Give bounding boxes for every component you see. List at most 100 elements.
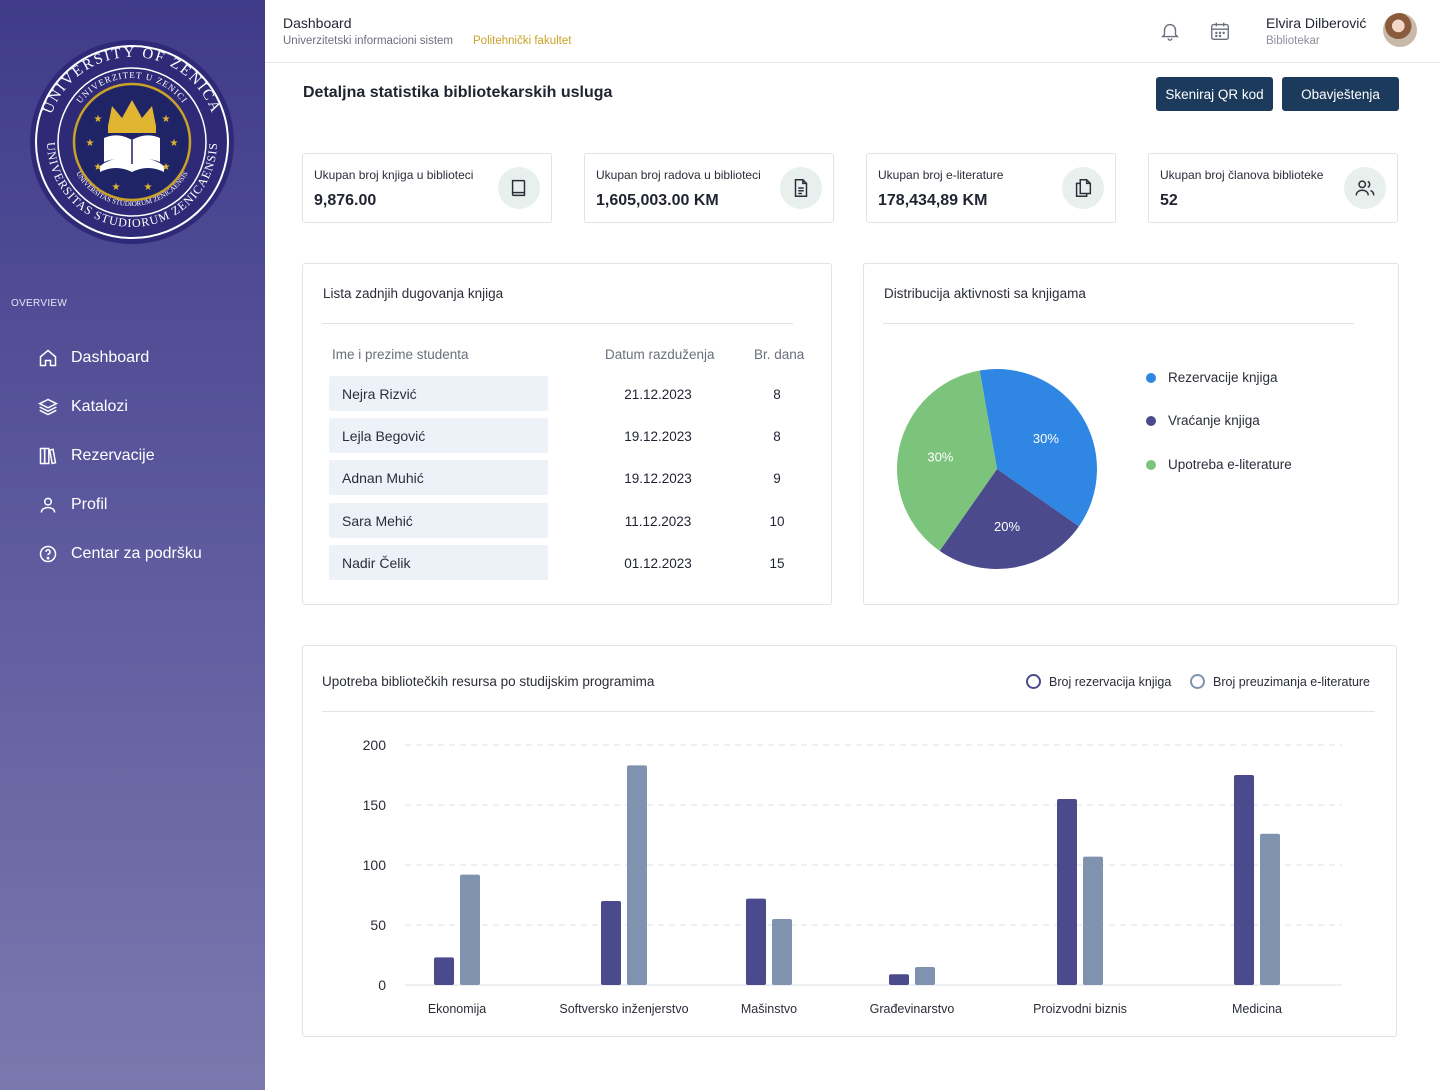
calendar-icon[interactable] [1209,20,1231,42]
sidebar-item-label: Katalozi [71,397,128,415]
university-seal-logo: UNIVERSITY OF ZENICA UNIVERSITAS STUDIOR… [30,40,234,244]
home-icon [39,349,57,366]
svg-text:★: ★ [112,182,121,193]
sidebar-item-podrska[interactable]: Centar za podršku [38,529,202,578]
sidebar-section-label: OVERVIEW [11,298,68,309]
stat-icon-wrap [498,167,540,209]
debt-row-name[interactable]: Lejla Begović [329,418,548,453]
svg-text:★: ★ [144,182,153,193]
notifications-button[interactable]: Obavještenja [1282,77,1399,111]
pie-legend-item: Rezervacije knjiga [1146,370,1278,385]
column-header-name: Ime i prezime studenta [332,347,469,362]
bar[interactable] [1057,799,1077,985]
stat-card-papers: Ukupan broj radova u biblioteci 1,605,00… [584,153,834,223]
pie-chart: 30% 20% 30% [897,369,1097,569]
pie-slice[interactable] [897,370,997,551]
bar[interactable] [746,898,766,985]
topbar-faculty: Politehnički fakultet [473,35,572,47]
column-header-date: Datum razduženja [605,347,715,362]
debt-row-name[interactable]: Sara Mehić [329,503,548,538]
user-icon [40,497,56,513]
bar[interactable] [601,901,621,985]
debt-row-date: 19.12.2023 [624,429,692,444]
debt-row-date: 01.12.2023 [624,556,692,571]
avatar[interactable] [1383,13,1417,47]
debts-title: Lista zadnjih dugovanja knjiga [323,286,504,301]
svg-text:★: ★ [162,162,171,173]
debt-row-name[interactable]: Nadir Čelik [329,545,548,580]
sidebar-item-katalozi[interactable]: Katalozi [38,382,202,431]
stat-value: 9,876.00 [314,192,377,209]
help-icon [39,545,57,562]
legend-label: Broj preuzimanja e-literature [1213,674,1371,689]
x-tick-label: Softversko inženjerstvo [559,1002,688,1016]
bar-chart: 0 50 100 150 200 Ekonomija Softversko inženjer… [363,737,1342,1016]
bar[interactable] [915,967,935,985]
x-tick-label: Mašinstvo [741,1002,797,1016]
bar-title: Upotreba bibliotečkih resursa po studijs… [322,674,655,689]
sidebar-item-rezervacije[interactable]: Rezervacije [38,431,202,480]
debt-row-name[interactable]: Nejra Rizvić [329,376,548,411]
scan-qr-button[interactable]: Skeniraj QR kod [1156,77,1273,111]
sidebar-item-dashboard[interactable]: Dashboard [38,333,202,382]
stat-value: 52 [1160,192,1178,209]
sidebar-item-label: Rezervacije [71,446,155,464]
bar[interactable] [1234,775,1254,985]
debt-row-days: 8 [773,387,781,402]
stat-icon-wrap [1062,167,1104,209]
stat-label: Ukupan broj knjiga u biblioteci [314,168,474,182]
pie-divider [883,323,1354,324]
x-tick-label: Proizvodni biznis [1033,1002,1127,1016]
stat-card-members: Ukupan broj članova biblioteke 52 [1148,153,1398,223]
stat-icon-wrap [1344,167,1386,209]
user-name[interactable]: Elvira Dilberović [1266,15,1367,31]
users-icon [1355,180,1375,196]
bar[interactable] [1260,833,1280,985]
bar-panel [302,645,1397,1037]
sidebar-nav: Dashboard Katalozi Rezervacije Profil Ce… [38,333,202,578]
legend-label: Vraćanje knjiga [1168,413,1260,428]
pie-slice[interactable] [979,369,1097,527]
copy-icon [1075,179,1092,197]
bar[interactable] [460,874,480,985]
svg-text:★: ★ [94,162,103,173]
stat-icon-wrap [780,167,822,209]
pie-legend-item: Upotreba e-literature [1146,457,1292,472]
document-icon [794,179,808,197]
debts-divider [322,323,793,324]
bar-divider [322,711,1375,712]
page-title: Detaljna statistika bibliotekarskih uslu… [303,84,613,101]
x-tick-label: Ekonomija [428,1002,486,1016]
debt-row-name[interactable]: Adnan Muhić [329,460,548,495]
bar-legend-item[interactable]: Broj preuzimanja e-literature [1190,674,1370,689]
bar[interactable] [434,957,454,985]
legend-dot [1146,459,1156,470]
books-icon [39,447,57,464]
pie-slice-label: 30% [1033,431,1059,446]
legend-dot [1146,372,1156,383]
bar[interactable] [772,919,792,985]
sidebar-item-label: Dashboard [71,348,150,366]
svg-text:★: ★ [162,114,171,125]
sidebar: UNIVERSITY OF ZENICA UNIVERSITAS STUDIOR… [0,0,265,1090]
bell-icon[interactable] [1159,20,1181,42]
bar-legend-item[interactable]: Broj rezervacija knjiga [1026,674,1171,689]
sidebar-item-profil[interactable]: Profil [38,480,202,529]
stat-card-books: Ukupan broj knjiga u biblioteci 9,876.00 [302,153,552,223]
y-tick-label: 50 [370,917,386,933]
pie-slice-label: 20% [994,519,1020,534]
layers-icon [38,398,58,415]
bar[interactable] [1083,856,1103,985]
bar[interactable] [627,765,647,985]
pie-slice[interactable] [939,469,1079,569]
bar[interactable] [889,974,909,985]
y-tick-label: 0 [378,977,386,993]
user-role: Bibliotekar [1266,35,1320,47]
topbar-title: Dashboard [283,15,352,31]
book-icon [511,179,526,197]
x-tick-label: Građevinarstvo [870,1002,955,1016]
topbar-subtitle: Univerzitetski informacioni sistem [283,35,453,47]
legend-label: Broj rezervacija knjiga [1049,674,1172,689]
top-bar: Dashboard Univerzitetski informacioni si… [265,0,1440,63]
legend-label: Rezervacije knjiga [1168,370,1278,385]
